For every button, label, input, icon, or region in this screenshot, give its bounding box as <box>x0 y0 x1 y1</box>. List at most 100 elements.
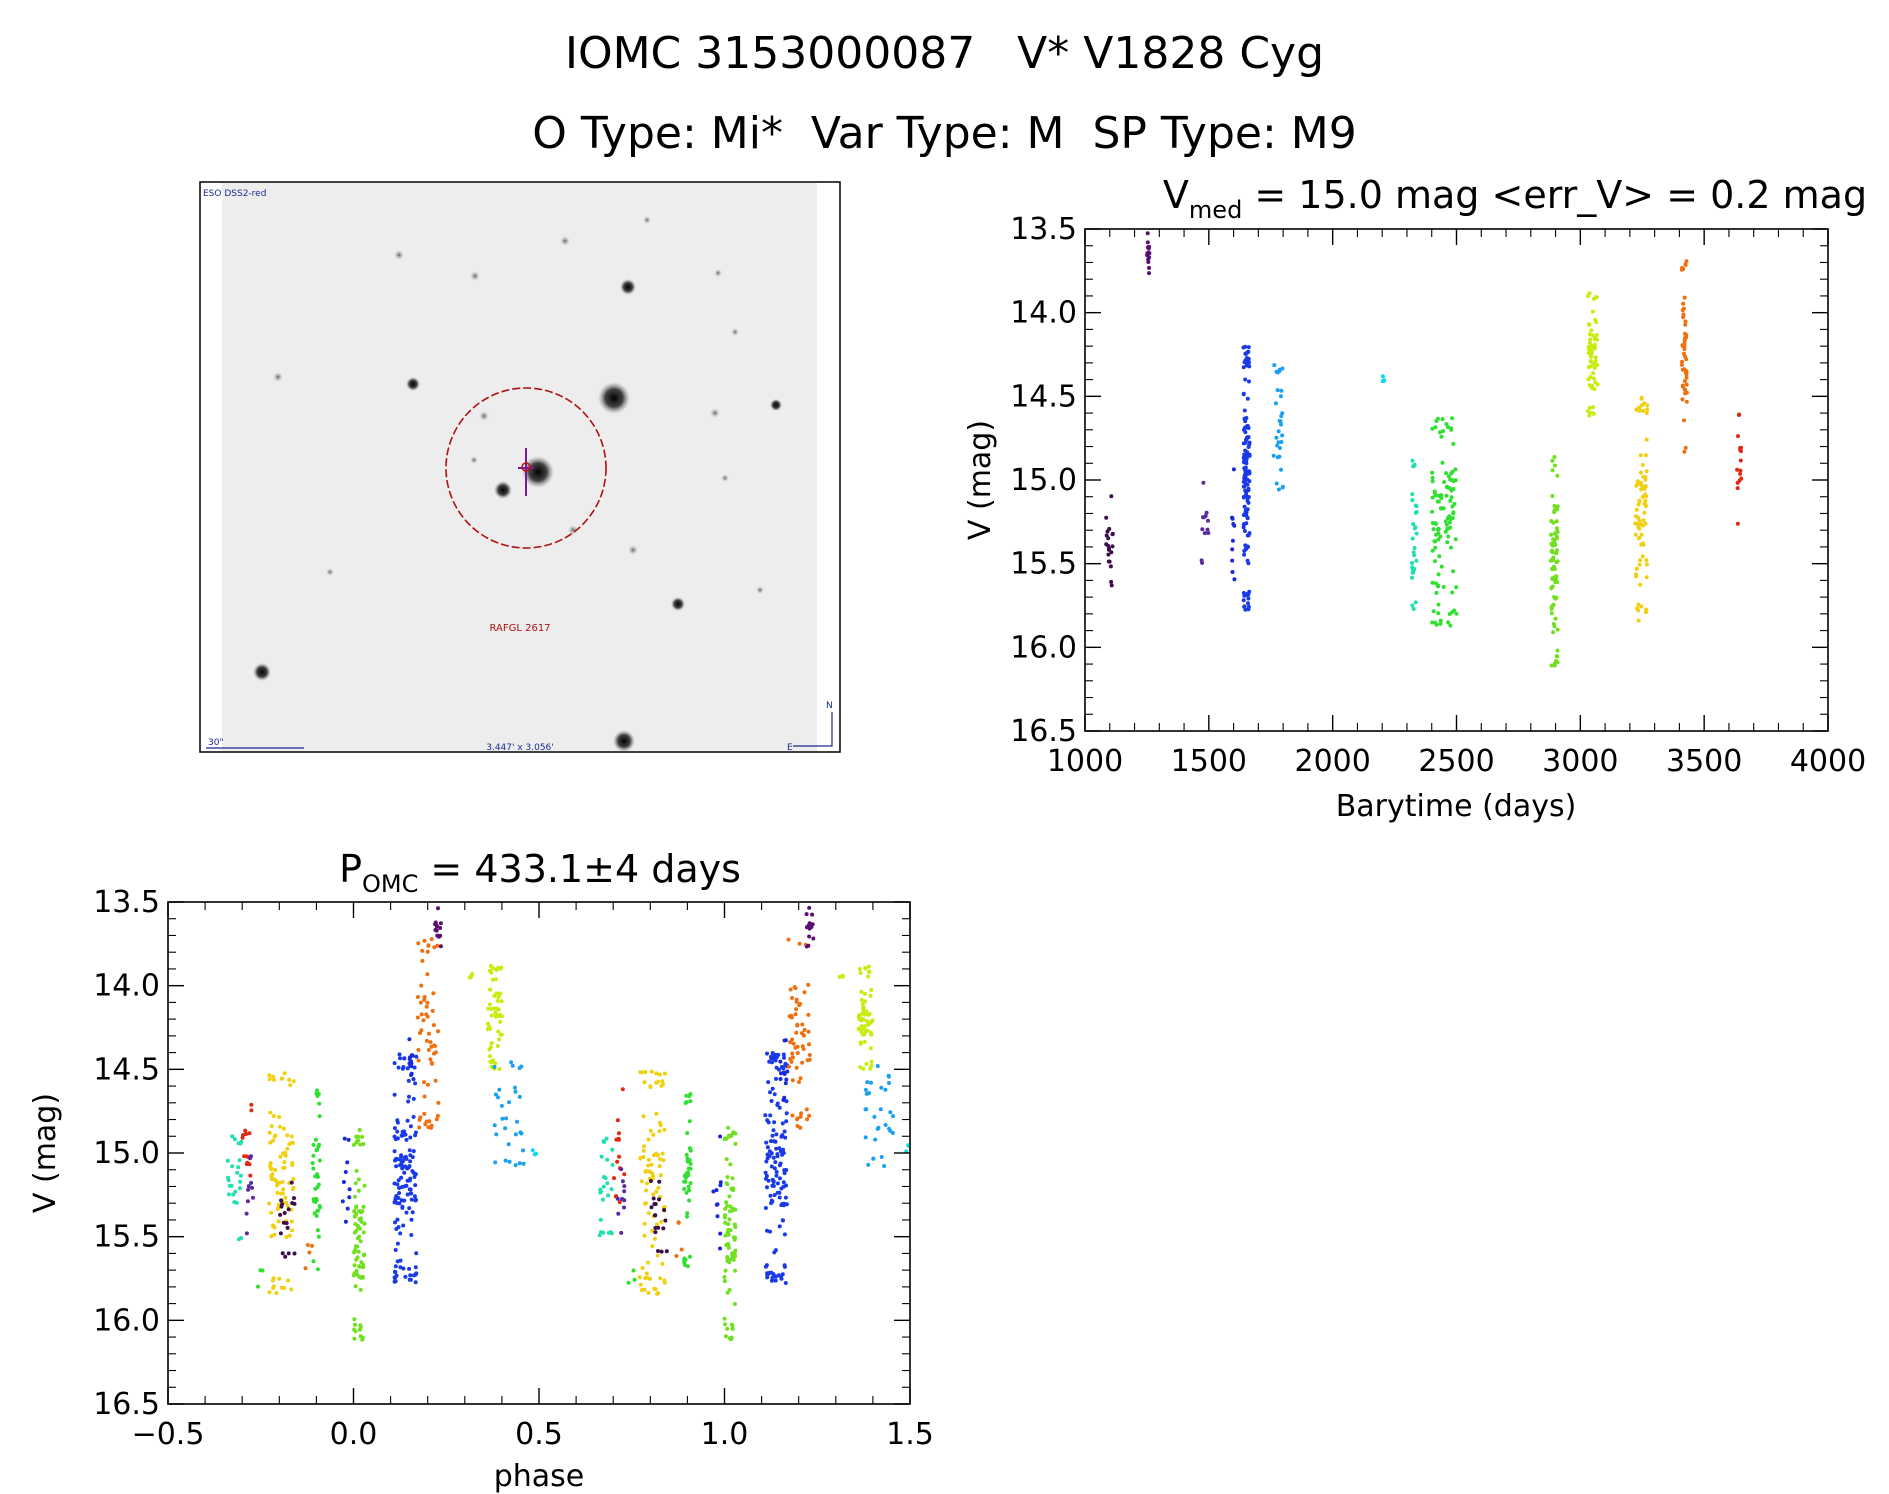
data-point <box>648 1179 653 1183</box>
data-point <box>408 1135 413 1140</box>
data-point <box>503 1158 508 1163</box>
star <box>721 474 729 482</box>
series-p8 <box>310 1088 323 1272</box>
data-point <box>357 1209 362 1214</box>
data-point <box>407 1164 412 1169</box>
data-point <box>679 1247 684 1252</box>
data-point <box>393 1264 398 1269</box>
data-point <box>1640 403 1644 408</box>
data-point <box>246 1187 251 1192</box>
data-point <box>406 1099 411 1104</box>
data-point <box>399 1153 404 1158</box>
data-point <box>617 1131 621 1136</box>
data-point <box>234 1200 239 1205</box>
data-point <box>772 1120 777 1125</box>
data-point <box>1684 375 1689 380</box>
data-point <box>769 1164 774 1169</box>
data-point <box>788 1040 793 1045</box>
data-point <box>1430 470 1435 475</box>
data-point <box>1414 531 1419 536</box>
data-point <box>515 1119 519 1124</box>
star <box>598 382 630 414</box>
data-point <box>1445 540 1450 545</box>
data-point <box>404 1183 409 1188</box>
data-point <box>1682 341 1687 346</box>
data-point <box>353 1322 357 1327</box>
data-point <box>352 1263 357 1268</box>
data-point <box>400 1185 405 1189</box>
data-point <box>438 926 443 930</box>
data-point <box>355 1255 360 1260</box>
data-point <box>404 1210 409 1215</box>
compass-east-label: E <box>787 743 793 753</box>
ytick-label: 14.0 <box>93 969 160 1004</box>
data-point <box>521 1148 526 1153</box>
data-point <box>1447 520 1452 525</box>
data-point <box>428 1057 433 1062</box>
data-point <box>1243 377 1248 382</box>
data-point <box>424 1004 429 1009</box>
data-point <box>517 1094 522 1099</box>
data-point <box>283 1254 288 1259</box>
data-point <box>1634 566 1639 571</box>
data-point <box>1589 354 1594 359</box>
data-point <box>493 1061 498 1066</box>
data-point <box>498 1019 503 1024</box>
data-point <box>807 934 812 939</box>
data-point <box>521 1161 526 1166</box>
data-point <box>1280 411 1285 416</box>
data-point <box>797 1080 801 1084</box>
data-point <box>1243 480 1248 485</box>
data-point <box>425 972 430 977</box>
data-point <box>1549 605 1554 610</box>
data-point <box>725 1255 730 1259</box>
data-point <box>608 1230 613 1235</box>
data-point <box>730 1176 735 1181</box>
data-point <box>229 1183 234 1188</box>
ytick-label: 15.0 <box>1010 463 1077 498</box>
star <box>770 399 782 411</box>
data-point <box>864 1009 869 1014</box>
data-point <box>806 1012 811 1017</box>
data-point <box>605 1157 610 1162</box>
data-point <box>888 1110 893 1115</box>
data-point <box>499 999 504 1004</box>
data-point <box>777 1190 782 1195</box>
data-point <box>597 1233 602 1238</box>
data-point <box>1439 564 1444 569</box>
data-point <box>241 1133 245 1138</box>
data-point <box>358 1142 363 1147</box>
data-point <box>682 1187 687 1191</box>
data-point <box>730 1323 735 1328</box>
data-point <box>431 1023 436 1028</box>
data-point <box>357 1264 362 1269</box>
data-point <box>1445 425 1450 430</box>
data-point <box>688 1161 693 1166</box>
data-point <box>1232 523 1237 528</box>
data-point <box>620 1087 625 1092</box>
data-point <box>281 1220 286 1225</box>
data-point <box>399 1198 404 1203</box>
data-point <box>656 1225 661 1230</box>
data-point <box>778 1176 782 1181</box>
data-point <box>1451 569 1456 574</box>
data-point <box>426 1048 431 1052</box>
data-point <box>494 991 499 996</box>
data-point <box>1243 469 1248 474</box>
data-point <box>682 1260 687 1265</box>
data-point <box>396 1225 401 1230</box>
data-point <box>732 1235 736 1240</box>
data-point <box>860 1011 865 1016</box>
data-point <box>245 1199 250 1204</box>
data-point <box>782 1129 787 1134</box>
data-point <box>790 1051 795 1056</box>
data-point <box>683 1101 688 1105</box>
data-point <box>422 1094 427 1099</box>
star <box>568 525 578 535</box>
data-point <box>868 1066 873 1071</box>
data-point <box>499 1103 504 1108</box>
data-point <box>1736 413 1741 417</box>
data-point <box>795 1124 800 1128</box>
data-point <box>355 1244 360 1249</box>
data-point <box>1450 416 1455 421</box>
